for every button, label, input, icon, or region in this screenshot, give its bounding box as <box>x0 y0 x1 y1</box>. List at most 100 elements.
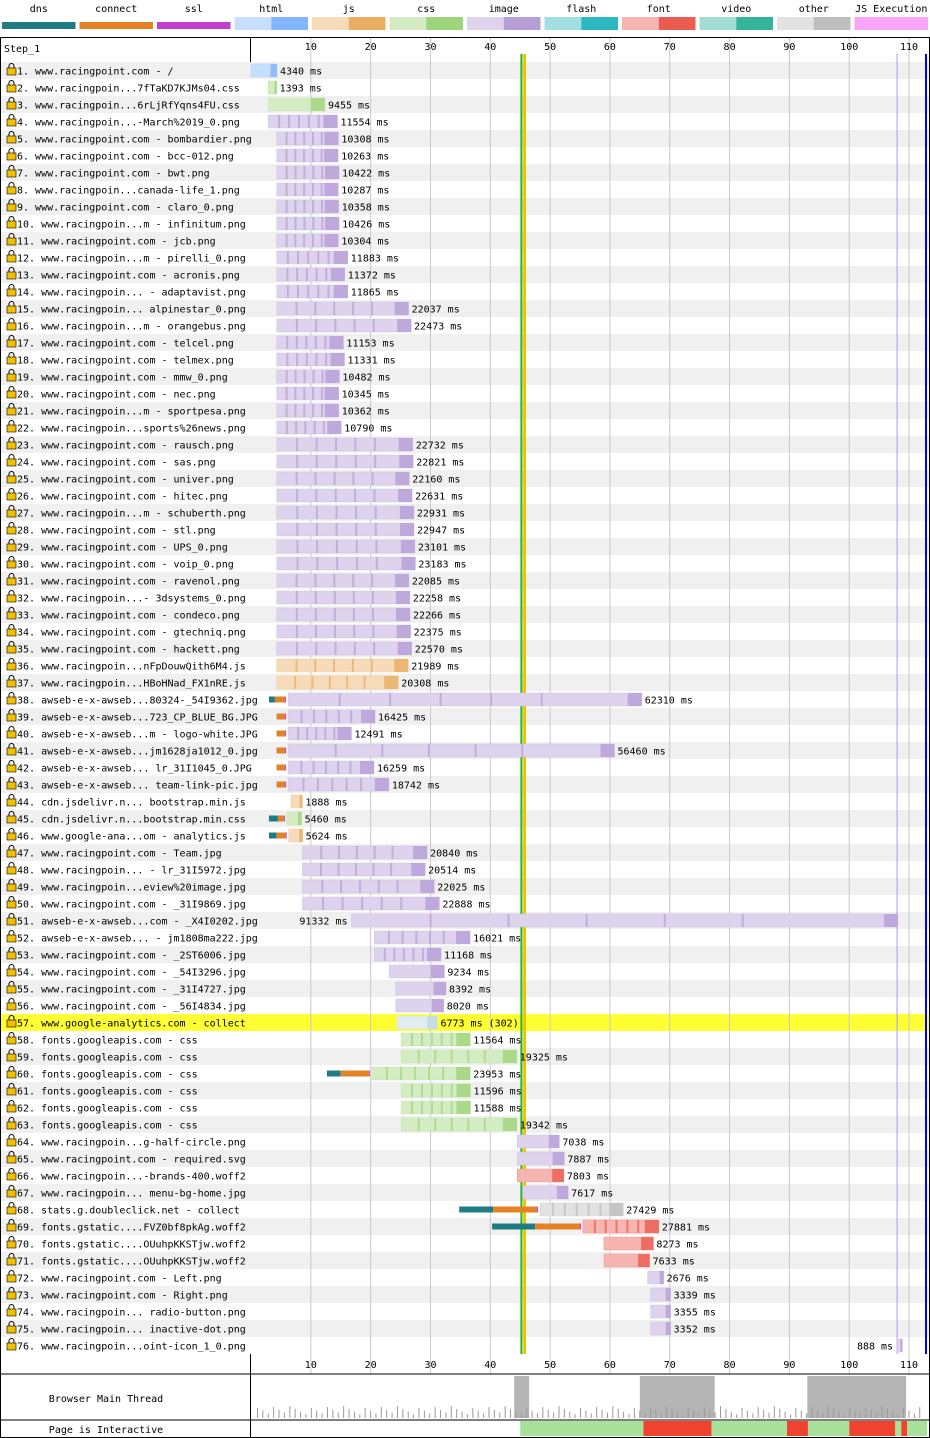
download-chunk <box>335 455 338 468</box>
lock-icon <box>6 526 17 535</box>
download-chunk <box>398 438 413 451</box>
ssl-bar <box>536 1206 538 1213</box>
download-chunk <box>297 727 300 740</box>
lock-icon-shackle <box>8 1168 15 1173</box>
lock-icon-shackle <box>8 386 15 391</box>
download-chunk <box>345 778 348 791</box>
download-chunk <box>456 1084 471 1097</box>
download-chunk <box>374 455 377 468</box>
lock-icon-shackle <box>8 114 15 119</box>
request-bar <box>276 267 345 282</box>
main-thread-tick <box>725 1408 727 1418</box>
download-chunk <box>314 472 317 485</box>
duration-label: 23953 ms <box>473 1070 521 1081</box>
download-chunk <box>350 710 353 723</box>
lock-icon <box>6 390 17 399</box>
lock-icon <box>6 628 17 637</box>
download-chunk <box>371 608 374 621</box>
request-bar <box>276 420 342 435</box>
download-chunk <box>315 727 318 740</box>
download-chunk <box>294 166 297 179</box>
download-chunk <box>303 166 306 179</box>
lock-icon <box>6 1172 17 1181</box>
request-bar <box>276 199 339 214</box>
legend-label-js: js <box>343 4 355 15</box>
download-chunk <box>456 931 471 944</box>
request-label: 19. www.racingpoint.com - mmw_0.png <box>17 373 228 384</box>
lock-icon <box>6 492 17 501</box>
download-chunk <box>563 1203 566 1216</box>
download-chunk <box>434 1050 437 1063</box>
duration-label: 10790 ms <box>344 424 392 435</box>
download-chunk <box>321 166 324 179</box>
main-thread-tick <box>337 1412 339 1418</box>
interactive-segment-interactive <box>895 1421 902 1436</box>
table-row <box>1 555 929 572</box>
request-label: 27. www.racingpoin...m - schuberth.png <box>17 509 246 520</box>
download-chunk <box>397 642 412 655</box>
table-row <box>1 164 929 181</box>
ssl-bar <box>285 730 287 737</box>
lock-icon <box>6 1325 17 1334</box>
request-bar <box>276 658 409 673</box>
request-label: 37. www.racingpoin...HBoHNad_FX1nRE.js <box>17 679 246 690</box>
request-label: 72. www.racingpoint.com - Left.png <box>17 1274 222 1285</box>
lock-icon <box>6 934 17 943</box>
duration-label: 1393 ms <box>280 84 322 95</box>
download-chunk <box>278 115 281 128</box>
main-thread-tick <box>332 1409 334 1418</box>
download-chunk <box>354 438 357 451</box>
lock-icon <box>6 186 17 195</box>
duration-label: 9234 ms <box>447 968 489 979</box>
main-thread-tick <box>504 1406 506 1418</box>
download-chunk <box>400 897 403 910</box>
lock-icon-shackle <box>8 352 15 357</box>
download-chunk <box>440 1033 443 1046</box>
main-thread-tick <box>682 1414 684 1418</box>
download-chunk <box>312 404 315 417</box>
download-chunk <box>330 353 345 366</box>
download-chunk <box>295 574 298 587</box>
download-chunk <box>316 557 319 570</box>
download-chunk <box>333 472 336 485</box>
download-chunk <box>328 676 331 689</box>
lock-icon-shackle <box>8 182 15 187</box>
lock-icon-shackle <box>8 1202 15 1207</box>
download-chunk <box>337 710 340 723</box>
x-tick-label-bottom: 70 <box>664 1360 676 1371</box>
main-thread-tick <box>466 1414 468 1418</box>
duration-label: 22473 ms <box>414 322 462 333</box>
main-thread-tick <box>876 1412 878 1418</box>
table-row <box>1 708 929 725</box>
request-bar <box>276 352 345 367</box>
download-chunk <box>305 336 308 349</box>
download-chunk <box>427 948 442 961</box>
download-chunk <box>373 438 376 451</box>
lock-icon-shackle <box>8 63 15 68</box>
duration-label: 20308 ms <box>401 679 449 690</box>
download-chunk <box>402 948 405 961</box>
download-chunk <box>337 863 340 876</box>
lock-icon-shackle <box>8 998 15 1003</box>
request-label: 35. www.racingpoint.com - hackett.png <box>17 645 240 656</box>
download-chunk <box>334 489 337 502</box>
duration-label: 3339 ms <box>674 1291 716 1302</box>
lock-icon-shackle <box>8 1100 15 1105</box>
download-chunk <box>400 523 415 536</box>
download-chunk <box>270 64 277 77</box>
dns-bar <box>326 1070 341 1077</box>
legend-label-font: font <box>647 4 671 15</box>
duration-label: 10287 ms <box>341 186 389 197</box>
download-chunk <box>285 183 288 196</box>
download-chunk <box>296 523 299 536</box>
table-row <box>1 351 929 368</box>
download-chunk <box>297 285 300 298</box>
legend-swatch-light <box>467 17 504 30</box>
lock-icon-shackle <box>8 131 15 136</box>
legend-swatch-light <box>312 17 349 30</box>
request-label: 2. www.racingpoin...7fTaKD7KJMs04.css <box>17 84 240 95</box>
interactive-segment-interactive <box>711 1421 788 1436</box>
download-chunk <box>323 115 338 128</box>
download-chunk <box>665 1305 671 1318</box>
request-label: 66. www.racingpoin...-brands-400.woff2 <box>17 1172 246 1183</box>
